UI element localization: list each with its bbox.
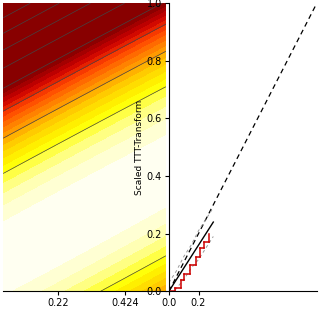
- Y-axis label: Scaled TTT-Transform: Scaled TTT-Transform: [135, 100, 144, 195]
